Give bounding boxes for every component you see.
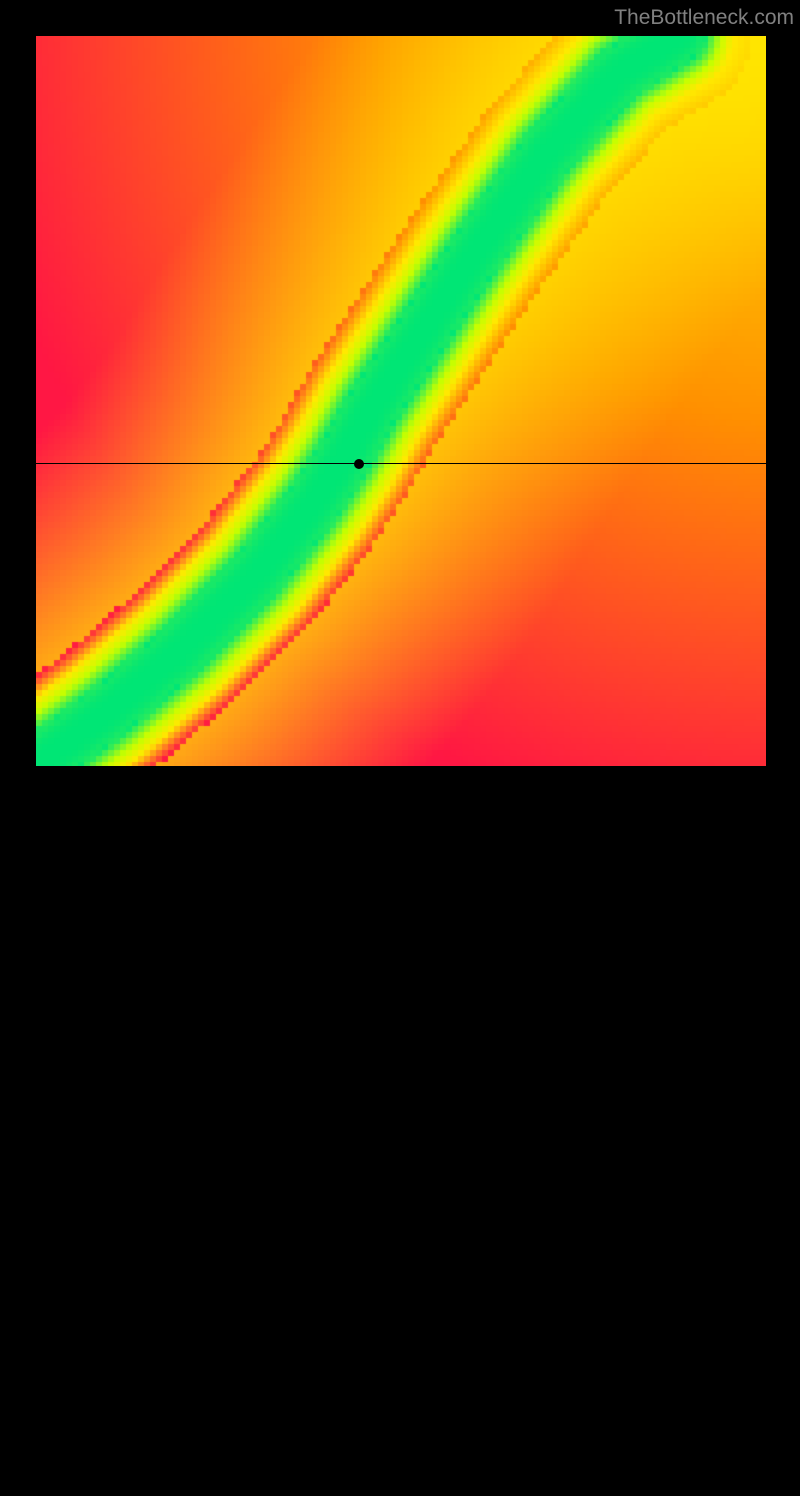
indicator-dot — [354, 459, 364, 469]
attribution-label: TheBottleneck.com — [614, 6, 794, 30]
plot-area — [36, 36, 766, 766]
heatmap-canvas — [36, 36, 766, 766]
chart-container: TheBottleneck.com — [0, 0, 800, 800]
crosshair-vertical — [358, 766, 359, 1496]
crosshair-horizontal — [36, 463, 766, 464]
